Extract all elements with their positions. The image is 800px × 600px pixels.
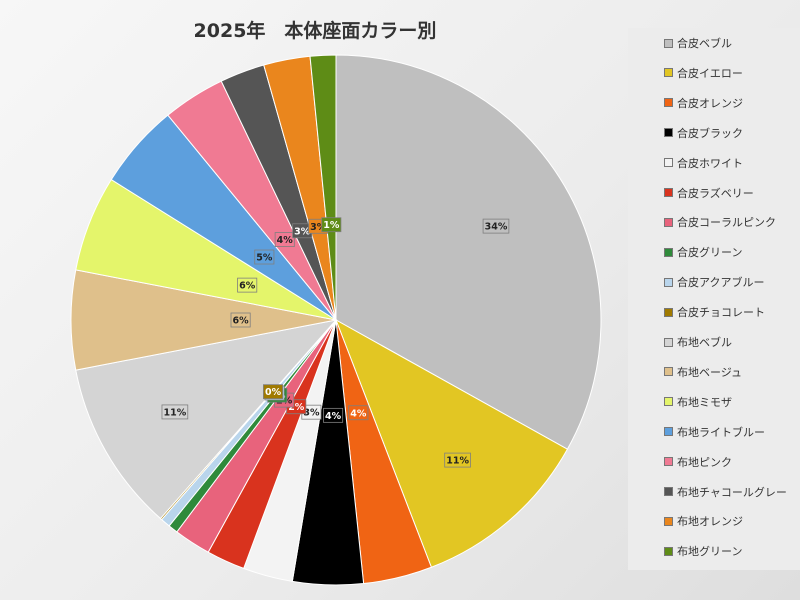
data-label-text: 6%: [233, 316, 250, 327]
legend-item: 布地グリーン: [664, 544, 742, 558]
legend-item: 合皮オレンジ: [664, 96, 743, 110]
data-label-text: 1%: [323, 220, 340, 231]
pie-chart: 34%11%4%4%3%2%2%1%1%0%11%6%6%5%4%3%3%1%: [70, 54, 602, 586]
legend-swatch: [664, 247, 673, 257]
legend-swatch: [664, 68, 673, 78]
legend-label: 合皮アクアブルー: [677, 276, 765, 290]
legend-swatch: [664, 128, 673, 138]
legend-label: 布地ベージュ: [677, 365, 743, 379]
slice-11: [75, 319, 338, 520]
legend-swatch: [664, 427, 673, 437]
legend-label: 合皮ブラック: [677, 126, 743, 140]
legend-swatch: [664, 367, 673, 377]
legend-swatch: [664, 546, 673, 556]
legend-item: 布地ベブル: [664, 335, 732, 349]
legend-item: 合皮チョコレート: [664, 305, 765, 319]
legend-item: 布地ピンク: [664, 455, 732, 469]
data-label-3: 4%: [348, 405, 369, 421]
data-label-text: 6%: [239, 281, 256, 292]
legend-label: 布地オレンジ: [677, 515, 743, 529]
data-label-1: 34%: [482, 218, 510, 234]
legend-item: 合皮イエロー: [664, 66, 743, 80]
data-label-text: 4%: [277, 235, 294, 246]
legend-item: 合皮コーラルピンク: [664, 215, 776, 229]
slice-2: [335, 318, 569, 568]
legend-label: 布地ライトブルー: [677, 425, 765, 439]
data-label-13: 6%: [237, 277, 258, 293]
legend-swatch: [664, 457, 673, 467]
legend-swatch: [664, 337, 673, 347]
data-label-text: 0%: [265, 387, 282, 398]
legend-swatch: [664, 217, 673, 227]
legend-item: 合皮ラズベリー: [664, 186, 754, 200]
data-label-15: 4%: [274, 232, 295, 247]
slice-1: [335, 54, 602, 450]
legend-item: 合皮ブラック: [664, 126, 743, 140]
legend-swatch: [664, 98, 673, 108]
legend-label: 合皮イエロー: [677, 66, 743, 80]
legend-swatch: [664, 158, 673, 168]
data-label-text: 11%: [446, 456, 469, 467]
legend-item: 合皮グリーン: [664, 245, 742, 259]
legend-swatch: [664, 38, 673, 48]
legend-label: 合皮コーラルピンク: [677, 216, 776, 230]
legend-label: 布地ミモザ: [677, 395, 732, 409]
legend-swatch: [664, 188, 673, 197]
legend-item: 合皮アクアブルー: [664, 275, 764, 289]
pie-slices: [70, 54, 602, 586]
legend-label: 布地チャコールグレー: [677, 485, 787, 499]
legend-item: 布地チャコールグレー: [664, 485, 787, 499]
data-label-text: 4%: [350, 408, 367, 419]
legend: 合皮ベブル合皮イエロー 合皮オレンジ 合皮ブラック 合皮ホワイト 合皮ラズベリー合皮コー…: [628, 28, 800, 570]
data-label-text: 34%: [485, 222, 508, 233]
data-label-text: 3%: [303, 408, 320, 419]
data-label-16: 3%: [292, 223, 313, 239]
legend-item: 合皮ホワイト: [664, 156, 743, 170]
data-label-text: 4%: [325, 411, 342, 422]
legend-swatch: [664, 277, 673, 287]
legend-swatch: [664, 487, 673, 496]
data-label-14: 5%: [254, 249, 275, 265]
data-label-10: 0%: [263, 384, 284, 400]
legend-item: 布地オレンジ: [664, 514, 743, 528]
legend-item: 布地ベージュ: [664, 365, 742, 379]
legend-label: 合皮ホワイト: [677, 156, 743, 170]
legend-swatch: [664, 516, 673, 526]
data-label-4: 4%: [323, 407, 344, 423]
data-label-text: 11%: [164, 407, 187, 418]
legend-item: 合皮ベブル: [664, 36, 732, 50]
data-label-text: 3%: [310, 222, 327, 233]
legend-label: 布地グリーン: [677, 545, 743, 559]
slice-18: [309, 54, 337, 321]
legend-item: 布地ライトブルー: [664, 425, 765, 439]
legend-label: 合皮オレンジ: [677, 96, 743, 110]
legend-label: 合皮ラズベリー: [677, 186, 754, 200]
data-label-18: 1%: [321, 217, 342, 233]
legend-item: 布地ミモザ: [664, 395, 732, 409]
data-label-2: 11%: [444, 452, 471, 468]
data-label-12: 6%: [230, 312, 251, 328]
data-label-text: 3%: [294, 226, 311, 237]
data-label-11: 11%: [161, 404, 189, 420]
chart-title: 2025年 本体座面カラー別: [193, 20, 437, 42]
legend-label: 合皮ベブル: [677, 37, 732, 50]
data-labels: 34%11%4%4%3%2%2%1%1%0%11%6%6%5%4%3%3%1%: [161, 217, 510, 468]
legend-label: 合皮グリーン: [677, 246, 743, 260]
legend-swatch: [664, 397, 673, 407]
legend-label: 合皮チョコレート: [677, 306, 765, 320]
legend-label: 布地ベブル: [677, 336, 732, 349]
data-label-text: 2%: [288, 402, 305, 413]
data-label-text: 5%: [256, 253, 273, 264]
legend-label: 布地ピンク: [677, 455, 732, 469]
legend-swatch: [664, 307, 673, 317]
